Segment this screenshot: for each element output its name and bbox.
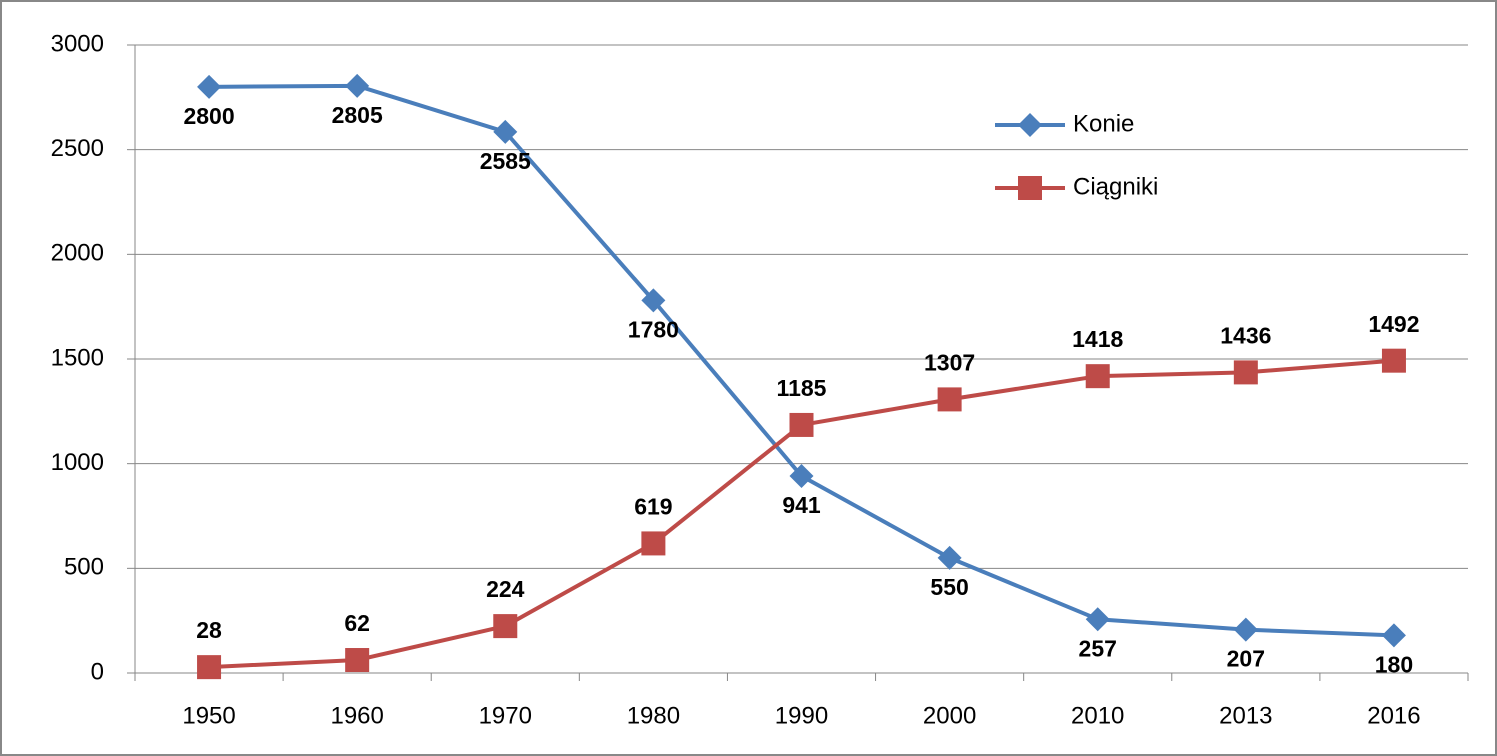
legend-marker (1018, 176, 1042, 200)
data-label: 257 (1079, 635, 1117, 661)
x-tick-label: 2000 (923, 702, 976, 729)
data-label: 550 (930, 574, 968, 600)
x-tick-label: 1990 (775, 702, 828, 729)
data-point (493, 119, 518, 144)
x-tick-label: 2010 (1071, 702, 1124, 729)
data-label: 941 (782, 492, 821, 518)
data-label: 619 (634, 494, 672, 520)
data-point (641, 288, 666, 313)
data-point (1233, 360, 1258, 385)
data-label: 2805 (332, 102, 383, 128)
y-tick-label: 2000 (51, 240, 104, 267)
data-label: 1307 (924, 349, 975, 375)
data-label: 1436 (1220, 322, 1271, 348)
data-point (937, 387, 962, 412)
data-point (197, 655, 222, 680)
x-tick-label: 1960 (330, 702, 383, 729)
y-tick-label: 0 (91, 658, 104, 685)
data-label: 1780 (628, 316, 679, 342)
legend-marker (1018, 113, 1042, 137)
data-point (937, 545, 962, 570)
data-label: 1492 (1368, 311, 1419, 337)
data-label: 1418 (1072, 326, 1123, 352)
data-point (1233, 617, 1258, 642)
y-tick-label: 1000 (51, 449, 104, 476)
data-point (197, 74, 222, 99)
data-label: 224 (486, 576, 525, 602)
y-tick-label: 1500 (51, 344, 104, 371)
data-label: 62 (344, 610, 370, 636)
data-label: 2800 (183, 103, 234, 129)
x-tick-label: 2016 (1367, 702, 1420, 729)
data-point (641, 531, 666, 556)
data-point (1085, 364, 1110, 389)
y-tick-label: 2500 (51, 135, 104, 162)
legend-label: Konie (1073, 110, 1134, 137)
data-label: 1185 (777, 375, 827, 401)
data-point (789, 464, 814, 489)
data-label: 180 (1375, 651, 1413, 677)
x-tick-label: 1980 (627, 702, 680, 729)
data-point (1381, 623, 1406, 648)
data-point (345, 73, 370, 98)
data-label: 207 (1227, 646, 1265, 672)
y-tick-label: 500 (64, 554, 104, 581)
data-point (1381, 348, 1406, 373)
x-tick-label: 2013 (1219, 702, 1272, 729)
legend-label: Ciągniki (1073, 173, 1158, 200)
x-tick-label: 1970 (479, 702, 532, 729)
data-point (789, 412, 814, 437)
y-tick-label: 3000 (51, 30, 104, 57)
data-label: 28 (196, 617, 222, 643)
data-point (345, 648, 370, 673)
data-label: 2585 (480, 148, 531, 174)
data-point (1085, 607, 1110, 632)
data-point (493, 614, 518, 639)
x-tick-label: 1950 (182, 702, 235, 729)
